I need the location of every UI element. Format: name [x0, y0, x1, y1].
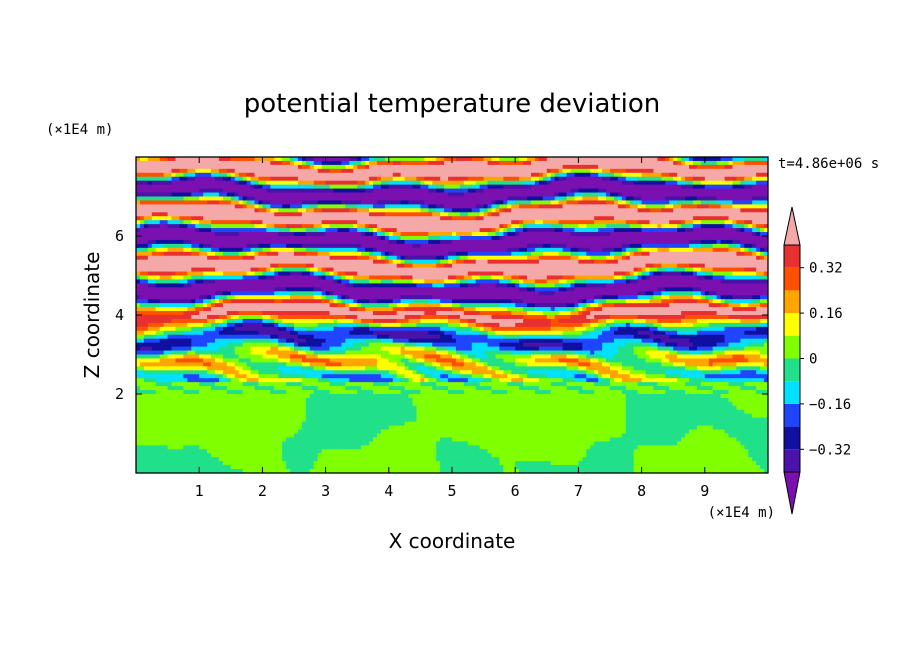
colorbar-band: [784, 404, 800, 427]
colorbar-band: [784, 381, 800, 404]
chart-title: potential temperature deviation: [244, 89, 660, 119]
x-tick-label: 7: [574, 482, 583, 500]
x-unit-label: (×1E4 m): [708, 505, 775, 521]
y-axis-label: Z coordinate: [80, 252, 104, 379]
x-tick-label: 9: [700, 482, 709, 500]
y-unit-label: (×1E4 m): [46, 122, 113, 138]
colorbar-label: −0.16: [809, 397, 851, 413]
x-tick-label: 3: [321, 482, 330, 500]
colorbar-label: 0.16: [809, 306, 843, 322]
plot-area: [136, 157, 769, 474]
colorbar-label: 0: [809, 352, 817, 368]
y-tick-label: 2: [115, 385, 124, 403]
x-tick-label: 1: [195, 482, 204, 500]
colorbar-band: [784, 336, 800, 359]
x-tick-label: 4: [384, 482, 393, 500]
y-tick-label: 4: [115, 306, 124, 324]
colorbar-band: [784, 290, 800, 313]
colorbar-label: 0.32: [809, 261, 843, 277]
colorbar-extend-top: [784, 207, 800, 245]
x-tick-label: 2: [258, 482, 267, 500]
x-axis-label: X coordinate: [389, 529, 516, 553]
x-tick-label: 8: [637, 482, 646, 500]
colorbar-band: [784, 313, 800, 336]
colorbar-label: −0.32: [809, 442, 851, 458]
colorbar-band: [784, 449, 800, 472]
colorbar: 0.32 0.16 0 −0.16 −0.32: [784, 207, 851, 514]
y-tick-label: 6: [115, 227, 124, 245]
colorbar-extend-bottom: [784, 472, 800, 514]
x-tick-label: 6: [511, 482, 520, 500]
colorbar-band: [784, 268, 800, 291]
time-label: t=4.86e+06 s: [778, 156, 879, 172]
x-tick-label: 5: [447, 482, 456, 500]
colorbar-band: [784, 359, 800, 382]
colorbar-band: [784, 245, 800, 268]
contour-field: [136, 157, 769, 474]
colorbar-band: [784, 427, 800, 450]
